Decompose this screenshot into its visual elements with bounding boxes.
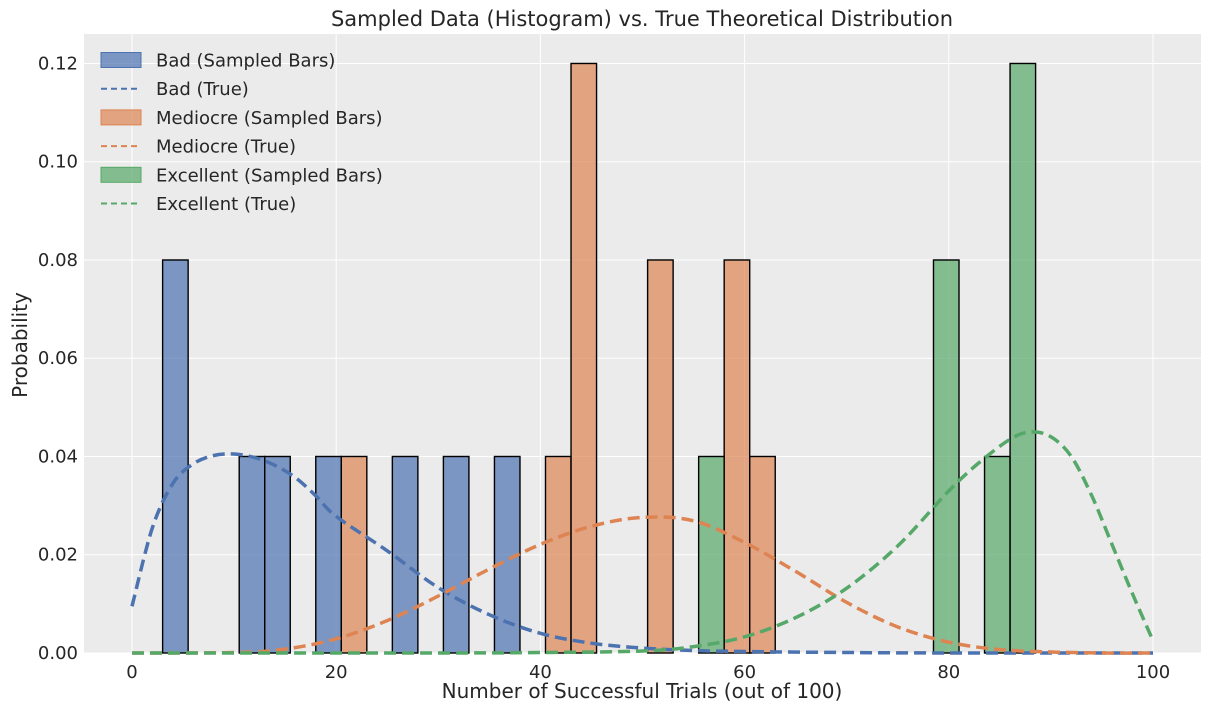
excellent-histogram-bar xyxy=(1009,62,1037,654)
x-axis-label: Number of Successful Trials (out of 100) xyxy=(442,679,843,703)
y-tick-label: 0.12 xyxy=(38,53,78,74)
bad-histogram-bar xyxy=(315,455,342,654)
bad-true-distribution-line xyxy=(130,452,1153,655)
legend-label: Mediocre (True) xyxy=(156,137,296,158)
bad-histogram-bar xyxy=(161,259,189,654)
x-tick-label: 100 xyxy=(1136,662,1170,683)
mediocre-true-distribution-line xyxy=(131,515,1154,655)
mediocre-histogram-bar xyxy=(723,259,751,654)
legend-label: Excellent (True) xyxy=(156,194,296,215)
x-tick-label: 20 xyxy=(325,662,348,683)
y-axis-ticks: 0.00 0.02 0.04 0.06 0.08 0.10 0.12 xyxy=(38,53,78,664)
mediocre-legend-bar-swatch xyxy=(100,109,142,126)
legend-label: Bad (Sampled Bars) xyxy=(156,51,335,72)
y-tick-label: 0.10 xyxy=(38,152,78,173)
mediocre-histogram-bar xyxy=(749,455,776,654)
y-tick-label: 0.00 xyxy=(38,643,78,664)
mediocre-histogram-bar xyxy=(544,455,572,654)
bad-histogram-bar xyxy=(264,455,291,654)
bad-histogram-bar xyxy=(391,455,419,654)
legend-label: Bad (True) xyxy=(156,79,249,100)
y-tick-label: 0.02 xyxy=(38,545,78,566)
histogram-bars xyxy=(161,62,1037,654)
legend-label: Mediocre (Sampled Bars) xyxy=(156,108,383,129)
excellent-histogram-bar xyxy=(697,455,725,654)
y-tick-label: 0.06 xyxy=(38,348,78,369)
excellent-legend-bar-swatch xyxy=(100,166,142,183)
mediocre-histogram-bar xyxy=(340,455,368,654)
mediocre-histogram-bar xyxy=(646,259,674,654)
chart-title: Sampled Data (Histogram) vs. True Theore… xyxy=(331,7,953,31)
bad-histogram-bar xyxy=(238,455,266,654)
excellent-true-distribution-line xyxy=(131,430,1155,655)
legend-label: Excellent (Sampled Bars) xyxy=(156,165,383,186)
legend: Bad (Sampled Bars) Bad (True) Mediocre (Sa… xyxy=(100,51,383,215)
x-tick-label: 80 xyxy=(937,662,960,683)
x-tick-label: 60 xyxy=(733,662,756,683)
bad-legend-bar-swatch xyxy=(100,52,142,68)
excellent-histogram-bar xyxy=(983,455,1011,654)
x-tick-label: 40 xyxy=(529,662,552,683)
excellent-histogram-bar xyxy=(932,259,960,654)
y-tick-label: 0.08 xyxy=(38,250,78,271)
bad-histogram-bar xyxy=(442,455,470,654)
x-tick-label: 0 xyxy=(126,662,137,683)
bad-histogram-bar xyxy=(493,455,521,654)
mediocre-histogram-bar xyxy=(570,62,598,654)
true-distribution-lines xyxy=(130,430,1155,655)
x-axis-ticks: 0 20 40 60 80 100 xyxy=(126,662,1170,683)
y-tick-label: 0.04 xyxy=(38,446,78,467)
y-axis-label: Probability xyxy=(8,292,32,398)
